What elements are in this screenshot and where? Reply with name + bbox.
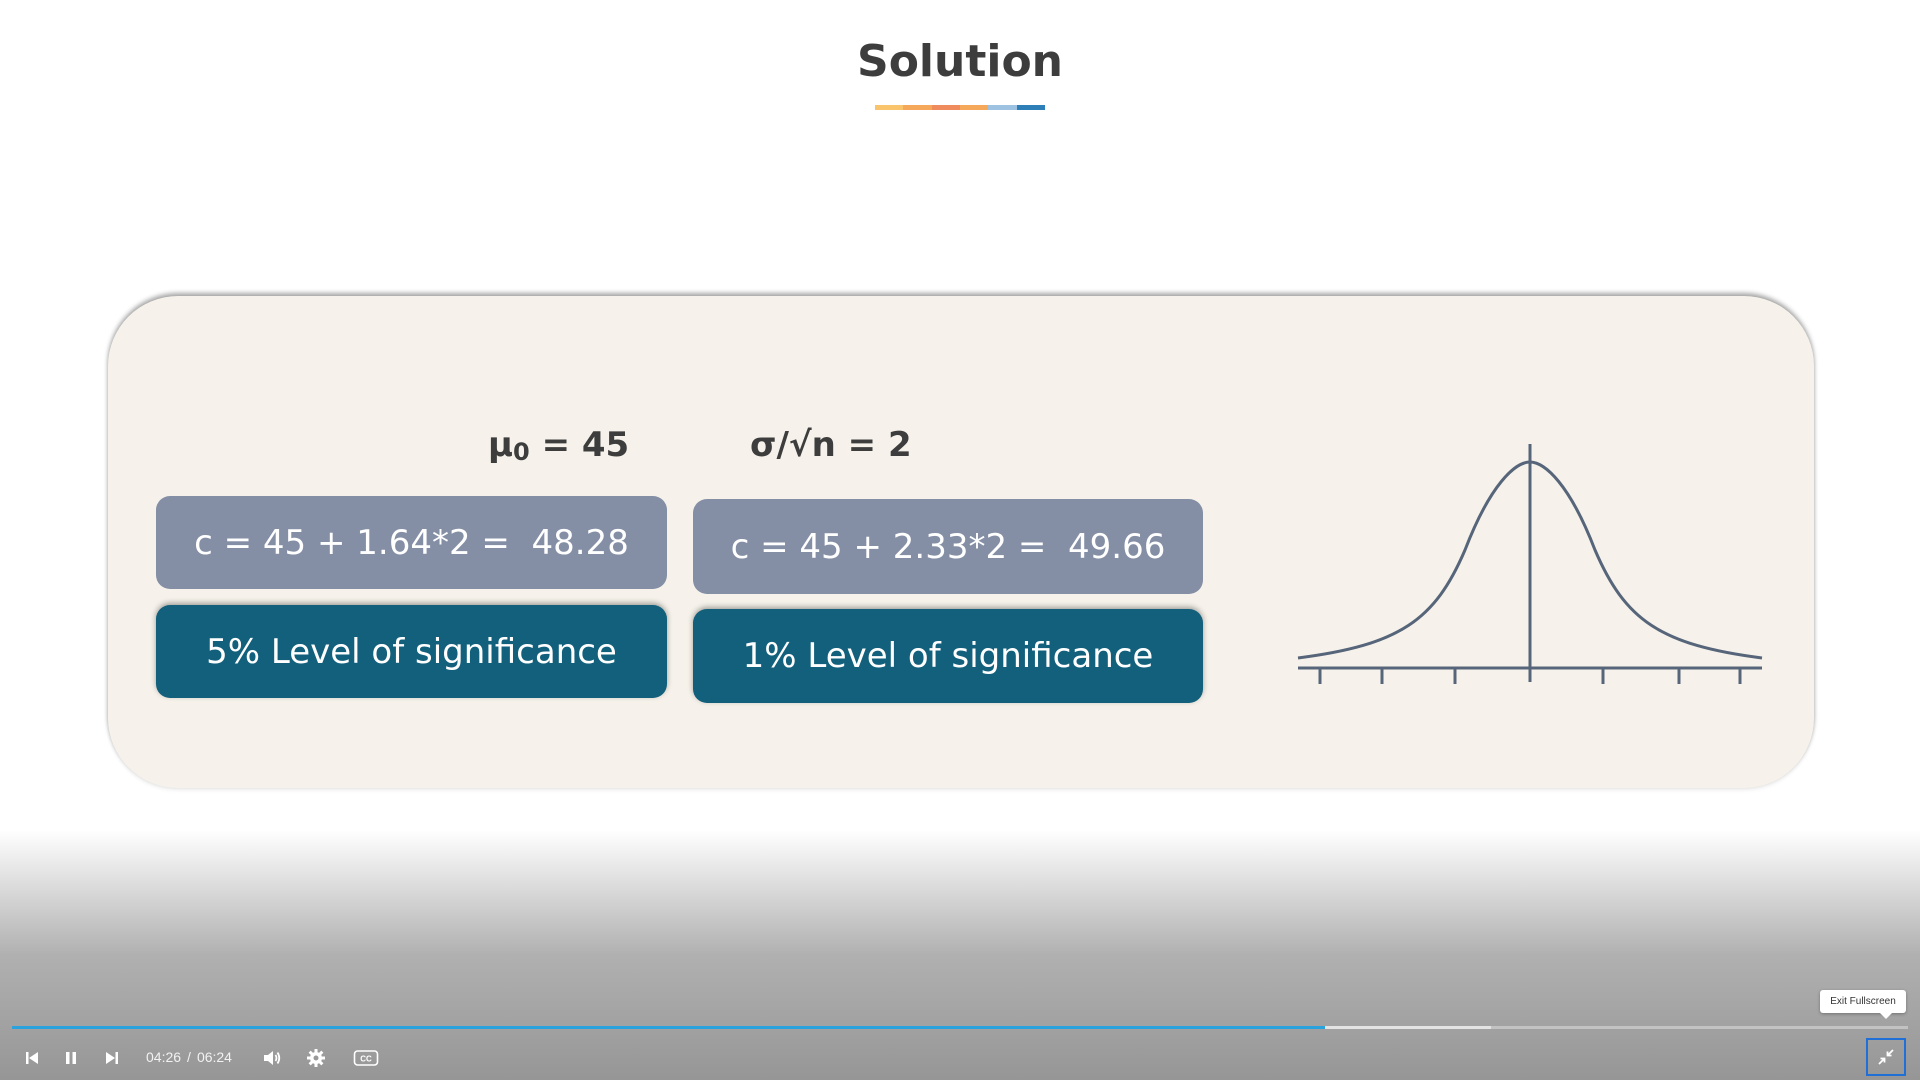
current-time: 04:26 — [146, 1049, 182, 1065]
previous-icon — [26, 1052, 38, 1064]
level-5-box: 5% Level of significance — [156, 605, 667, 698]
underline-segment — [931, 105, 960, 110]
previous-button[interactable] — [18, 1044, 46, 1072]
progress-played — [12, 1026, 1326, 1029]
time-display: 04:26 / 06:24 — [146, 1049, 232, 1065]
sigma-over-root-n-label: σ/√n = 2 — [750, 425, 912, 465]
next-button[interactable] — [98, 1044, 126, 1072]
controls-gradient — [0, 830, 1920, 1080]
critical-value-5-box: c = 45 + 1.64*2 = 48.28 — [156, 496, 667, 589]
settings-gear-icon — [307, 1049, 325, 1067]
pause-button[interactable] — [57, 1044, 85, 1072]
underline-segment — [875, 105, 904, 110]
title-underline — [875, 105, 1045, 110]
underline-segment — [1016, 105, 1045, 110]
exit-fullscreen-tooltip: Exit Fullscreen — [1820, 990, 1906, 1019]
svg-text:CC: CC — [360, 1055, 372, 1064]
progress-bar[interactable] — [12, 1026, 1908, 1029]
underline-segment — [988, 105, 1017, 110]
mu-symbol: μ — [488, 425, 514, 465]
settings-button[interactable] — [302, 1044, 330, 1072]
exit-fullscreen-button[interactable] — [1866, 1038, 1906, 1076]
time-separator: / — [187, 1049, 191, 1065]
mu-subscript: 0 — [513, 438, 530, 466]
pause-icon — [66, 1052, 76, 1064]
level-1-box: 1% Level of significance — [693, 609, 1203, 703]
underline-segment — [903, 105, 932, 110]
captions-button[interactable]: CC — [352, 1044, 380, 1072]
bell-curve-ticks — [1318, 668, 1742, 684]
volume-button[interactable] — [258, 1044, 286, 1072]
exit-fullscreen-icon — [1878, 1049, 1894, 1065]
closed-captions-icon: CC — [353, 1050, 379, 1066]
slide-title: Solution — [857, 36, 1063, 87]
next-icon — [106, 1052, 118, 1064]
volume-icon — [264, 1051, 281, 1065]
mu-value: = 45 — [529, 425, 630, 465]
duration: 06:24 — [196, 1049, 232, 1065]
mu-zero-label: μ0 = 45 — [488, 425, 630, 466]
underline-segment — [959, 105, 989, 110]
bell-curve-graphic — [1297, 444, 1763, 684]
critical-value-1-box: c = 45 + 2.33*2 = 49.66 — [693, 499, 1203, 594]
